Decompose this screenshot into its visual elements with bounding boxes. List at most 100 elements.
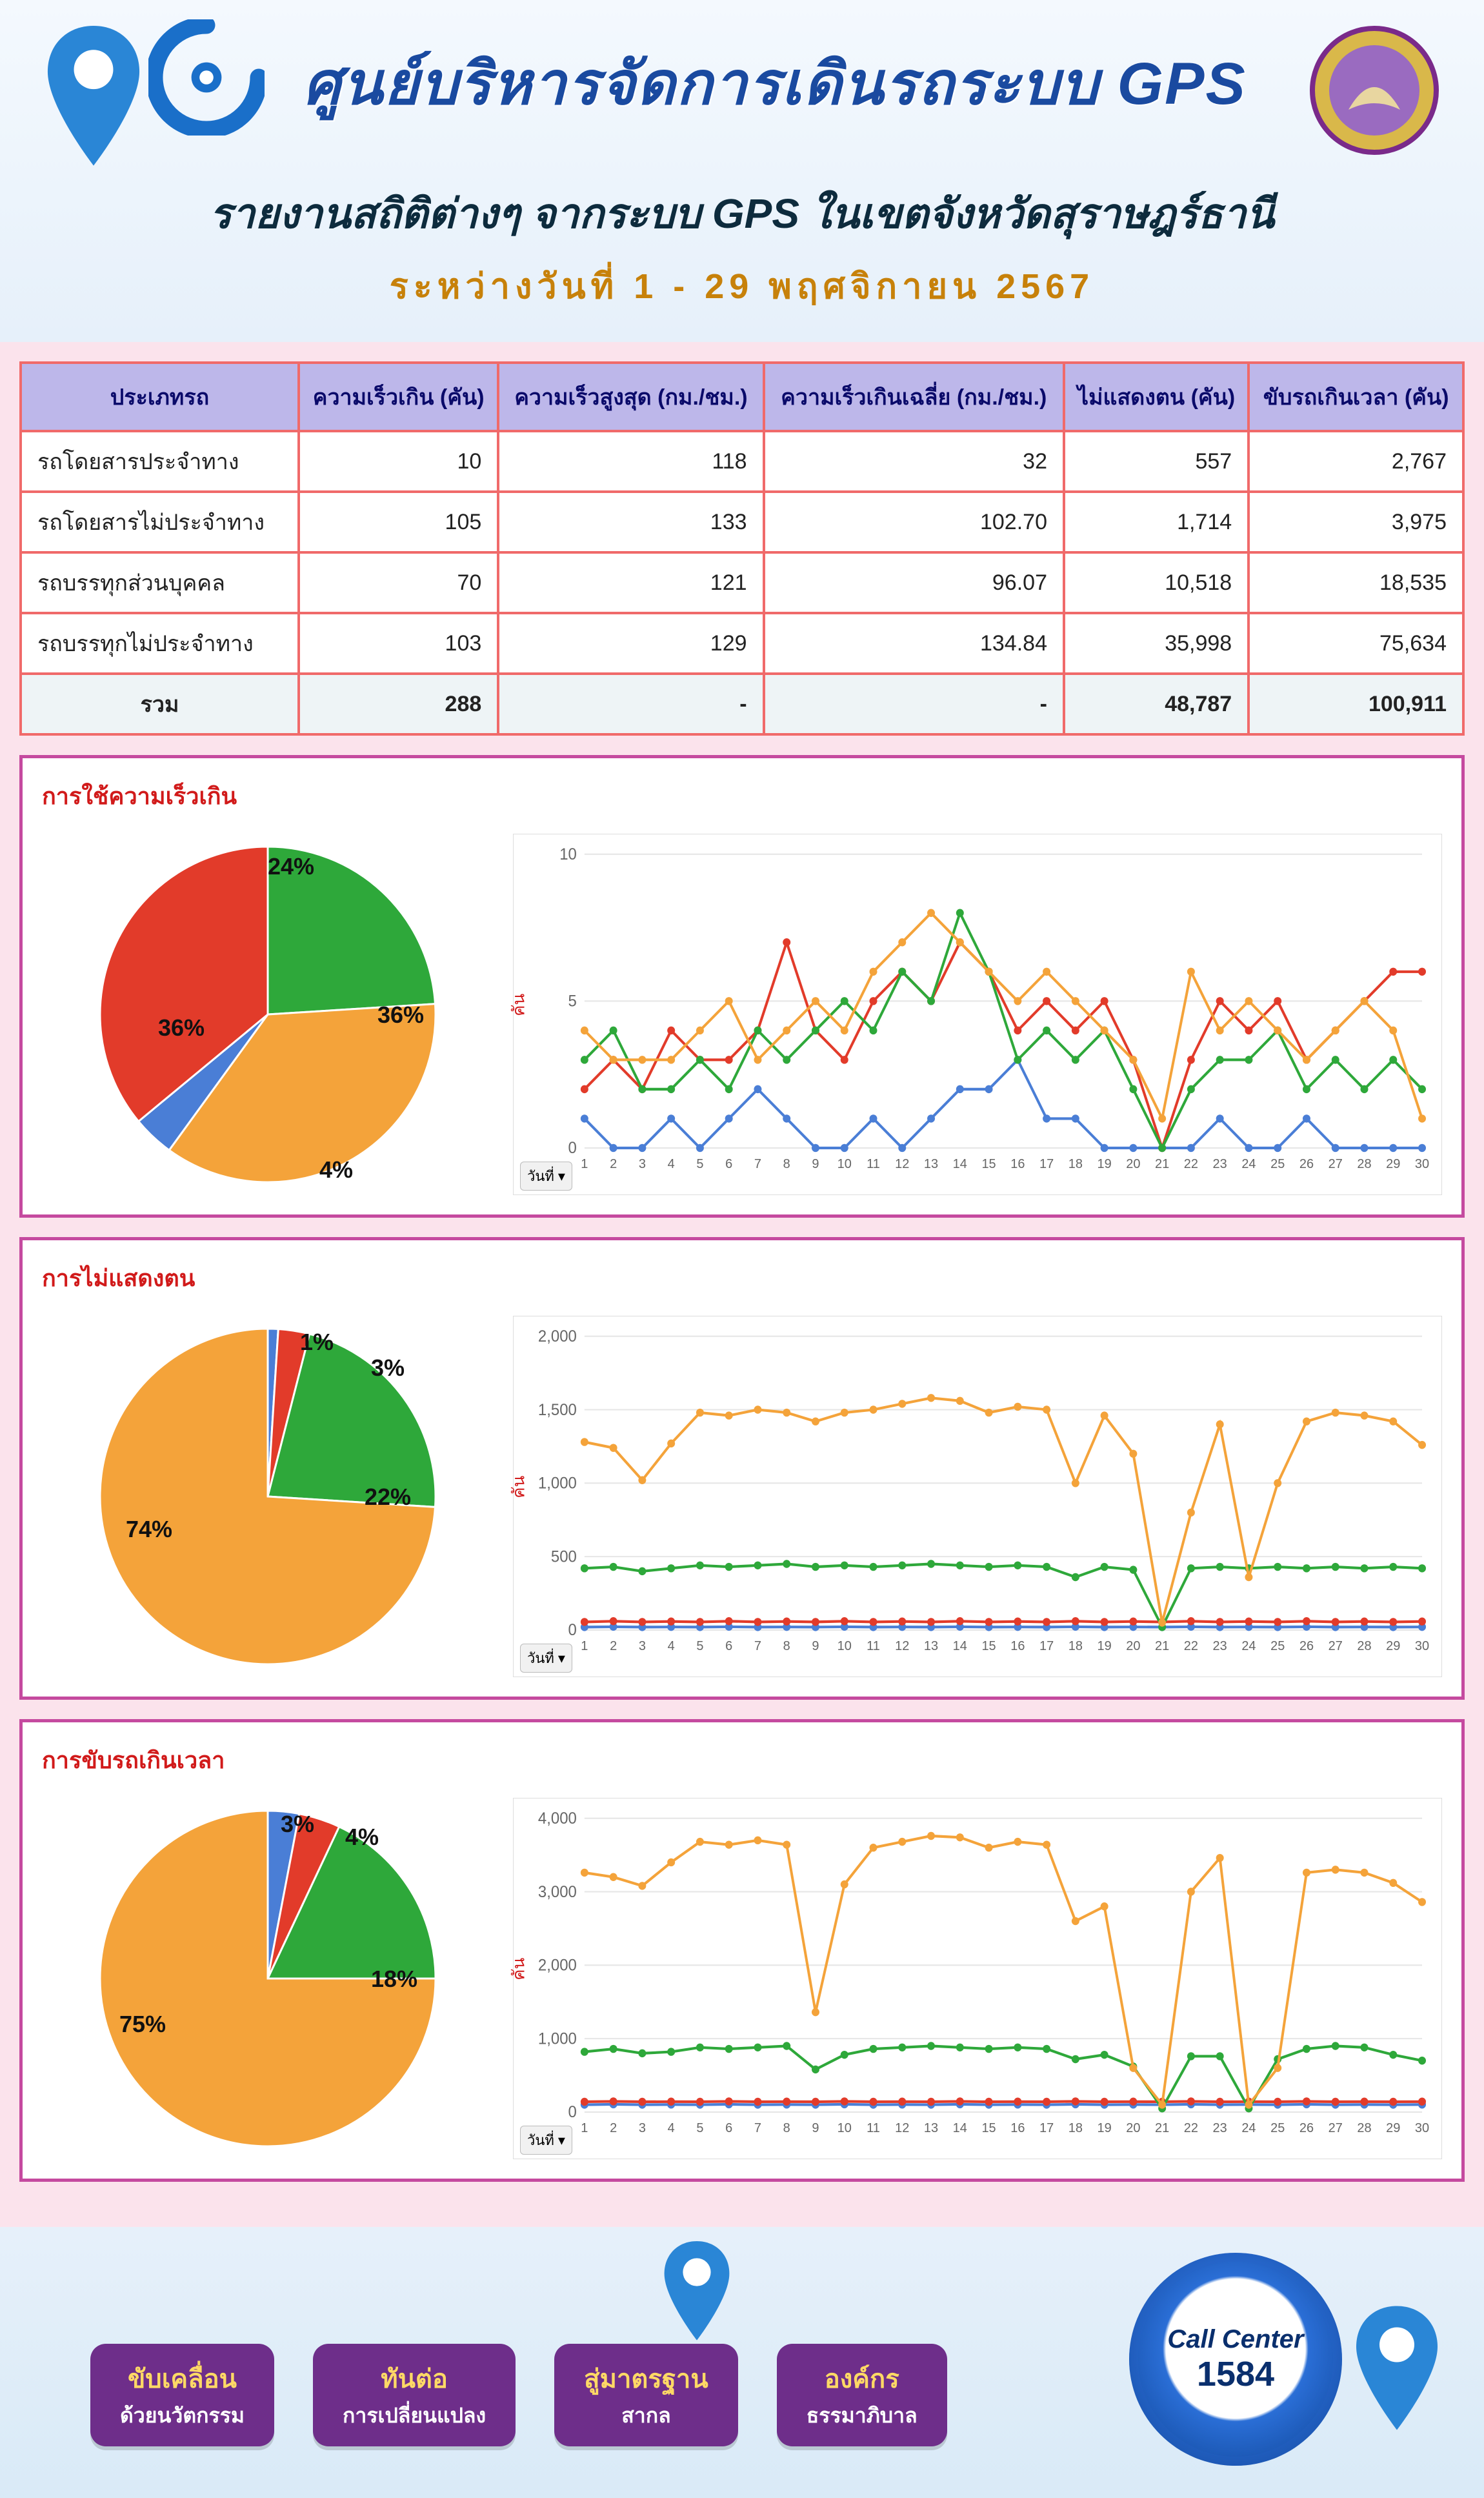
svg-text:8: 8 — [783, 2121, 790, 2135]
footer-pill: องค์กรธรรมาภิบาล — [777, 2344, 947, 2446]
svg-text:20: 20 — [1126, 2121, 1140, 2135]
svg-text:12: 12 — [895, 1157, 909, 1171]
svg-text:18: 18 — [1068, 2121, 1083, 2135]
svg-text:16: 16 — [1010, 1157, 1025, 1171]
svg-text:6: 6 — [725, 1157, 732, 1171]
pie-slice-label: 24% — [268, 853, 314, 880]
pie-slice-label: 18% — [371, 1966, 417, 1993]
chevron-down-icon: ▾ — [558, 2132, 565, 2149]
svg-text:30: 30 — [1415, 1639, 1429, 1653]
table-cell: 1,714 — [1064, 492, 1248, 552]
date-range: ระหว่างวันที่ 1 - 29 พฤศจิกายน 2567 — [0, 258, 1484, 314]
table-cell: 96.07 — [764, 552, 1064, 613]
table-cell: 118 — [498, 431, 763, 492]
table-cell: รวม — [21, 674, 299, 734]
pill-line1: ทันต่อ — [343, 2358, 486, 2399]
svg-text:16: 16 — [1010, 1639, 1025, 1653]
svg-text:27: 27 — [1329, 2121, 1343, 2135]
line-chart: 05001,0001,5002,000123456789101112131415… — [520, 1323, 1435, 1670]
svg-text:25: 25 — [1270, 1639, 1285, 1653]
svg-text:0: 0 — [568, 1622, 577, 1639]
svg-text:9: 9 — [812, 1157, 819, 1171]
svg-text:21: 21 — [1155, 1157, 1169, 1171]
table-cell: 557 — [1064, 431, 1248, 492]
svg-text:15: 15 — [981, 1157, 996, 1171]
svg-text:13: 13 — [924, 1639, 938, 1653]
svg-text:5: 5 — [696, 1157, 703, 1171]
y-axis-label: คัน — [506, 1476, 532, 1498]
svg-text:14: 14 — [953, 1157, 967, 1171]
pie-slice-label: 75% — [119, 2011, 166, 2038]
page-title: ศูนย์บริหารจัดการเดินรถระบบ GPS — [303, 35, 1247, 130]
svg-text:10: 10 — [837, 1157, 852, 1171]
svg-text:9: 9 — [812, 1639, 819, 1653]
pie-slice-label: 4% — [345, 1824, 379, 1851]
seal-icon — [1310, 26, 1439, 155]
svg-text:21: 21 — [1155, 1639, 1169, 1653]
svg-text:18: 18 — [1068, 1157, 1083, 1171]
svg-text:25: 25 — [1270, 1157, 1285, 1171]
svg-text:1: 1 — [581, 1157, 588, 1171]
x-axis-selector[interactable]: วันที่▾ — [520, 1162, 572, 1191]
table-cell: 75,634 — [1248, 613, 1463, 674]
pill-line1: สู่มาตรฐาน — [584, 2358, 708, 2399]
chevron-down-icon: ▾ — [558, 1650, 565, 1667]
table-cell: รถบรรทุกไม่ประจำทาง — [21, 613, 299, 674]
svg-text:3,000: 3,000 — [538, 1883, 577, 1900]
svg-text:22: 22 — [1184, 1639, 1198, 1653]
svg-text:20: 20 — [1126, 1157, 1140, 1171]
table-cell: 102.70 — [764, 492, 1064, 552]
svg-text:22: 22 — [1184, 2121, 1198, 2135]
svg-text:500: 500 — [551, 1548, 577, 1566]
table-cell: 18,535 — [1248, 552, 1463, 613]
call-center-number: 1584 — [1197, 2354, 1274, 2394]
pie-wrap: 3%4%18%75% — [87, 1798, 448, 2159]
svg-text:4: 4 — [668, 1639, 675, 1653]
x-axis-selector[interactable]: วันที่▾ — [520, 2126, 572, 2155]
svg-text:26: 26 — [1299, 1639, 1314, 1653]
svg-text:3: 3 — [639, 2121, 646, 2135]
chevron-down-icon: ▾ — [558, 1168, 565, 1185]
svg-text:20: 20 — [1126, 1639, 1140, 1653]
map-pin-icon — [39, 26, 148, 168]
line-chart: 0510123456789101112131415161718192021222… — [520, 841, 1435, 1188]
svg-text:28: 28 — [1357, 2121, 1371, 2135]
svg-text:29: 29 — [1386, 1157, 1400, 1171]
table-header: ไม่แสดงตน (คัน) — [1064, 363, 1248, 431]
svg-text:23: 23 — [1213, 1157, 1227, 1171]
map-pin-icon — [658, 2240, 736, 2343]
svg-text:1,000: 1,000 — [538, 1475, 577, 1492]
svg-text:5: 5 — [696, 1639, 703, 1653]
svg-text:4,000: 4,000 — [538, 1810, 577, 1828]
svg-text:16: 16 — [1010, 2121, 1025, 2135]
svg-text:1,500: 1,500 — [538, 1401, 577, 1418]
stats-table-wrap: ประเภทรถความเร็วเกิน (คัน)ความเร็วสูงสุด… — [0, 342, 1484, 742]
y-axis-label: คัน — [506, 1958, 532, 1980]
svg-text:24: 24 — [1241, 1157, 1256, 1171]
call-center-label: Call Center — [1167, 2325, 1303, 2354]
pie-slice-label: 74% — [126, 1516, 172, 1543]
svg-text:17: 17 — [1039, 2121, 1054, 2135]
svg-text:29: 29 — [1386, 1639, 1400, 1653]
svg-text:25: 25 — [1270, 2121, 1285, 2135]
table-cell: 32 — [764, 431, 1064, 492]
table-header: ความเร็วสูงสุด (กม./ชม.) — [498, 363, 763, 431]
footer-pill: ขับเคลื่อนด้วยนวัตกรรม — [90, 2344, 274, 2446]
svg-text:17: 17 — [1039, 1157, 1054, 1171]
pill-line2: ธรรมาภิบาล — [807, 2399, 917, 2432]
x-axis-selector[interactable]: วันที่▾ — [520, 1644, 572, 1673]
table-cell: 2,767 — [1248, 431, 1463, 492]
svg-text:0: 0 — [568, 1140, 577, 1157]
table-cell: รถโดยสารไม่ประจำทาง — [21, 492, 299, 552]
table-cell: 105 — [299, 492, 498, 552]
svg-text:11: 11 — [867, 1639, 880, 1653]
line-chart: 01,0002,0003,0004,0001234567891011121314… — [520, 1805, 1435, 2152]
pie-slice-label: 36% — [158, 1014, 205, 1042]
chart-panel: การไม่แสดงตน1%3%22%74%05001,0001,5002,00… — [19, 1237, 1465, 1700]
svg-text:2,000: 2,000 — [538, 1328, 577, 1345]
chart-panel: การใช้ความเร็วเกิน24%36%4%36%05101234567… — [19, 755, 1465, 1218]
svg-text:26: 26 — [1299, 2121, 1314, 2135]
table-header: ขับรถเกินเวลา (คัน) — [1248, 363, 1463, 431]
svg-text:2: 2 — [610, 1639, 617, 1653]
svg-text:12: 12 — [895, 1639, 909, 1653]
